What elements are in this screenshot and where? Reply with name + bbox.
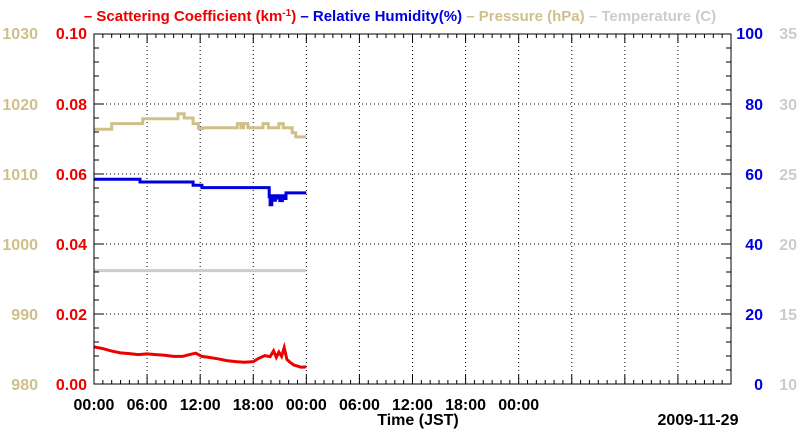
y-tick-label-scattering: 0.08 xyxy=(56,97,87,114)
y-tick-label-scattering: 0.00 xyxy=(56,377,87,394)
x-tick-label: 00:00 xyxy=(286,397,327,414)
y-tick-label-pressure: 990 xyxy=(11,307,38,324)
y-tick-label-pressure: 1020 xyxy=(2,97,38,114)
x-tick-label: 18:00 xyxy=(233,397,274,414)
y-tick-label-pressure: 980 xyxy=(11,377,38,394)
axes: 00:00 06:00 12:00 18:00 00:00 06:00 12:00 18:00… xyxy=(2,26,797,414)
x-axis-label: Time (JST) xyxy=(377,412,459,429)
y-tick-label-pressure: 1010 xyxy=(2,167,38,184)
title-part: ) xyxy=(291,8,300,25)
y-tick-label-scattering: 0.02 xyxy=(56,307,87,324)
grid xyxy=(94,34,731,384)
x-tick-label: 12:00 xyxy=(392,397,433,414)
y-tick-label-temperature: 25 xyxy=(779,167,797,184)
y-tick-label-temperature: 30 xyxy=(779,97,797,114)
y-tick-label-temperature: 20 xyxy=(779,237,797,254)
data-series xyxy=(93,112,307,369)
y-tick-label-temperature: 15 xyxy=(779,307,797,324)
y-tick-label-temperature: 10 xyxy=(779,377,797,394)
y-tick-label-pressure: 1000 xyxy=(2,237,38,254)
x-tick-label: 18:00 xyxy=(445,397,486,414)
title-part: – Scattering Coefficient (km xyxy=(84,8,282,25)
x-tick-label: 12:00 xyxy=(180,397,221,414)
title-part: -1 xyxy=(282,8,291,19)
y-tick-label-humidity: 60 xyxy=(745,167,763,184)
x-tick-label: 00:00 xyxy=(498,397,539,414)
y-tick-label-scattering: 0.04 xyxy=(56,237,87,254)
y-tick-label-humidity: 80 xyxy=(745,97,763,114)
y-tick-label-humidity: 20 xyxy=(745,307,763,324)
y-tick-label-scattering: 0.06 xyxy=(56,167,87,184)
series-line-humidity xyxy=(94,177,307,207)
series-line-pressure xyxy=(94,112,307,139)
y-tick-label-humidity: 40 xyxy=(745,237,763,254)
y-tick-label-humidity: 0 xyxy=(754,377,763,394)
y-tick-label-humidity: 100 xyxy=(736,26,763,43)
title-part: – Pressure (hPa) xyxy=(466,8,589,25)
date-label: 2009-11-29 xyxy=(658,412,739,429)
title-part: – Relative Humidity(%) xyxy=(300,8,466,25)
y-tick-label-temperature: 35 xyxy=(779,26,797,43)
title-part: – Temperature (C) xyxy=(589,8,716,25)
chart-title: – Scattering Coefficient (km-1) – Relati… xyxy=(84,8,716,26)
x-tick-label: 06:00 xyxy=(339,397,380,414)
x-tick-label: 06:00 xyxy=(127,397,168,414)
series-line-scattering xyxy=(93,341,307,369)
y-tick-label-pressure: 1030 xyxy=(2,26,38,43)
x-tick-label: 00:00 xyxy=(74,397,115,414)
y-tick-label-scattering: 0.10 xyxy=(56,26,87,43)
